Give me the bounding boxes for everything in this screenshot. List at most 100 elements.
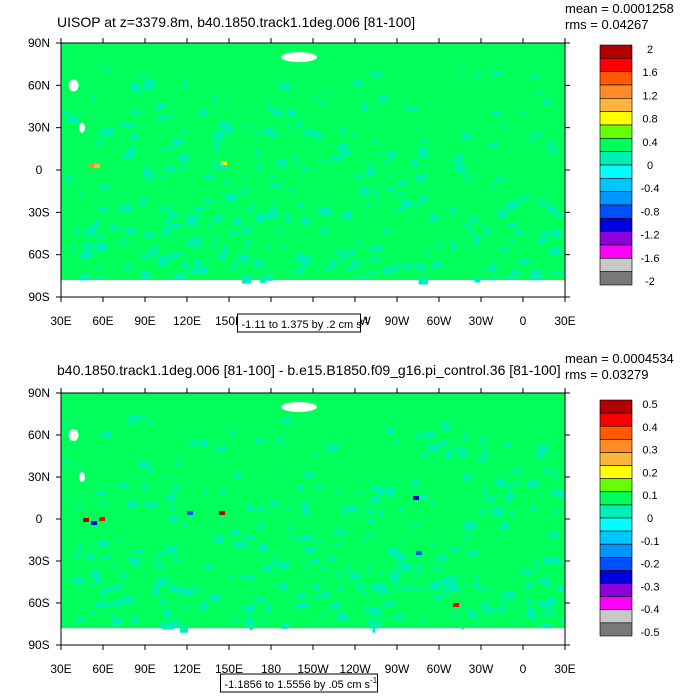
y-tick-label: 0 [36, 163, 43, 177]
field-cell [199, 602, 208, 611]
field-cell [561, 618, 565, 625]
field-anomaly [221, 161, 227, 165]
x-tick-label: 0 [520, 662, 527, 676]
field-cell [375, 153, 383, 156]
field-cell [252, 574, 257, 580]
field-cell [420, 155, 428, 158]
field-cell [473, 235, 481, 243]
field-cell [215, 143, 220, 152]
field-cell [302, 603, 310, 607]
colorbar-label: -0.4 [641, 604, 660, 616]
field-cell [203, 200, 213, 204]
field-cell [105, 602, 116, 605]
field-cell [505, 276, 515, 280]
field-cell [219, 516, 223, 524]
field-cell [300, 167, 308, 171]
field-cell [186, 217, 198, 226]
field-cell [534, 562, 540, 568]
field-cell [529, 134, 533, 142]
field-cell [156, 115, 165, 121]
field-cell [323, 266, 332, 270]
colorbar-label: -0.2 [641, 559, 660, 571]
field-cell [521, 111, 526, 115]
field-cell [509, 511, 514, 516]
field-cell [86, 554, 94, 560]
field-cell [266, 104, 272, 110]
field-cell [182, 498, 187, 501]
colorbar-swatch [599, 557, 633, 571]
field-cell [504, 204, 517, 210]
colorbar-label: -0.8 [641, 206, 660, 218]
colorbar-label: 0.8 [642, 114, 657, 126]
y-tick-label: 90N [28, 36, 50, 50]
field-cell [254, 131, 266, 134]
field-cell [501, 247, 509, 252]
field-cell [316, 541, 324, 545]
x-tick-label: 60W [427, 314, 452, 328]
field-cell [65, 174, 72, 182]
field-cell [184, 592, 194, 596]
field-cell [434, 581, 440, 588]
field-cell [491, 71, 502, 76]
field-cell [247, 503, 252, 512]
x-tick-label: 90E [134, 314, 155, 328]
field-cell [146, 502, 158, 509]
colorbar-label: 0 [647, 513, 653, 525]
x-tick-label: 60W [427, 662, 452, 676]
field-cell [95, 243, 107, 252]
y-tick-label: 30N [28, 121, 50, 135]
colorbar-swatch [599, 491, 633, 506]
colorbar-label: 0 [647, 160, 653, 172]
field-cell [128, 500, 136, 504]
field-cell [480, 603, 489, 611]
field-cell [266, 604, 271, 612]
chart-title: b40.1850.track1.1deg.006 [81-100] - b.e1… [57, 362, 561, 378]
rms-label: rms = 0.04267 [565, 17, 648, 32]
field-cell [463, 472, 470, 481]
field-cell [505, 441, 510, 448]
field-cell [299, 255, 311, 263]
field-cell [508, 223, 518, 228]
field-cell [169, 253, 182, 258]
field-cell [450, 583, 459, 592]
field-cell [287, 124, 290, 130]
field-cell [235, 529, 240, 535]
field-cell [369, 533, 375, 539]
field-cell [520, 569, 533, 574]
field-cell [263, 129, 276, 134]
field-cell [411, 159, 418, 168]
field-cell [265, 274, 273, 281]
field-cell [418, 194, 423, 199]
field-cell [220, 488, 227, 493]
field-cell [162, 228, 169, 237]
field-cell [257, 524, 265, 530]
field-cell [365, 509, 374, 514]
field-cell [528, 612, 535, 620]
field-cell [431, 541, 434, 547]
field-cell [321, 564, 326, 572]
field-cell [174, 273, 186, 280]
field-cell [301, 217, 310, 225]
field-cell [62, 461, 71, 464]
field-cell [549, 596, 556, 605]
field-cell [372, 71, 382, 77]
field-cell [482, 449, 489, 455]
field-cell [461, 624, 464, 630]
field-cell [143, 82, 155, 90]
field-cell [212, 147, 220, 150]
field-cell [468, 550, 479, 555]
field-cell [512, 482, 520, 486]
colorbar-swatch [599, 622, 633, 637]
field-cell [410, 568, 421, 572]
field-cell [340, 149, 350, 156]
field-cell [376, 188, 379, 194]
colorbar-label: 0.1 [642, 490, 657, 502]
field-cell [549, 147, 557, 153]
field-cell [420, 617, 423, 625]
field-cell [314, 622, 317, 626]
field-cell [277, 160, 288, 167]
field-cell [157, 601, 168, 605]
field-background [61, 393, 565, 629]
field-cell [494, 176, 503, 182]
field-cell [173, 557, 181, 562]
